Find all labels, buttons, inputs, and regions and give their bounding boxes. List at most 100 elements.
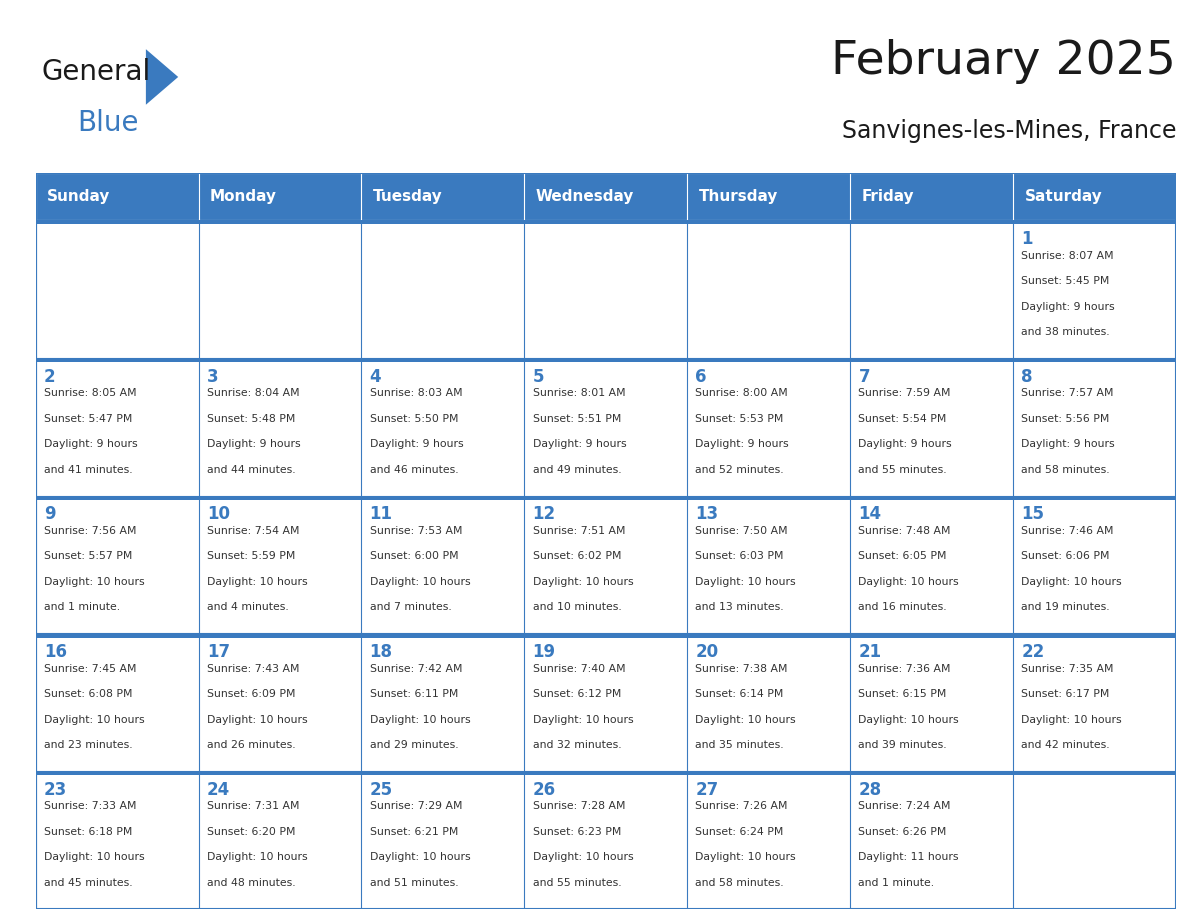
Text: Sunset: 6:03 PM: Sunset: 6:03 PM bbox=[695, 552, 784, 562]
Text: Sunrise: 7:59 AM: Sunrise: 7:59 AM bbox=[859, 388, 950, 398]
Text: Sunset: 5:59 PM: Sunset: 5:59 PM bbox=[207, 552, 295, 562]
Text: and 29 minutes.: and 29 minutes. bbox=[369, 740, 459, 750]
Text: Sunrise: 7:53 AM: Sunrise: 7:53 AM bbox=[369, 526, 462, 536]
Text: 19: 19 bbox=[532, 643, 556, 661]
Bar bbox=[688, 220, 851, 225]
Text: and 41 minutes.: and 41 minutes. bbox=[44, 465, 132, 475]
Text: Sanvignes-les-Mines, France: Sanvignes-les-Mines, France bbox=[841, 119, 1176, 143]
Bar bbox=[361, 358, 524, 362]
Bar bbox=[851, 633, 1013, 637]
Text: Sunset: 5:54 PM: Sunset: 5:54 PM bbox=[859, 414, 947, 424]
Text: 5: 5 bbox=[532, 368, 544, 386]
Text: Sunset: 6:21 PM: Sunset: 6:21 PM bbox=[369, 827, 459, 837]
Polygon shape bbox=[146, 50, 178, 105]
Text: 10: 10 bbox=[207, 505, 229, 523]
Text: Sunrise: 7:24 AM: Sunrise: 7:24 AM bbox=[859, 801, 950, 812]
Text: Sunset: 6:06 PM: Sunset: 6:06 PM bbox=[1022, 552, 1110, 562]
Text: Sunset: 6:23 PM: Sunset: 6:23 PM bbox=[532, 827, 621, 837]
Text: Daylight: 9 hours: Daylight: 9 hours bbox=[859, 440, 952, 449]
Bar bbox=[851, 220, 1013, 225]
Text: and 58 minutes.: and 58 minutes. bbox=[695, 878, 784, 888]
Text: and 39 minutes.: and 39 minutes. bbox=[859, 740, 947, 750]
Bar bbox=[1013, 771, 1176, 775]
Text: Sunday: Sunday bbox=[48, 189, 110, 204]
Text: Sunset: 6:00 PM: Sunset: 6:00 PM bbox=[369, 552, 459, 562]
Bar bbox=[1013, 633, 1176, 637]
Bar bbox=[524, 496, 688, 499]
Text: 24: 24 bbox=[207, 780, 230, 799]
Text: Daylight: 9 hours: Daylight: 9 hours bbox=[44, 440, 138, 449]
Text: General: General bbox=[42, 59, 151, 86]
Bar bbox=[198, 220, 361, 225]
Bar bbox=[198, 496, 361, 499]
Text: Sunset: 5:50 PM: Sunset: 5:50 PM bbox=[369, 414, 459, 424]
Text: Thursday: Thursday bbox=[699, 189, 778, 204]
Text: and 52 minutes.: and 52 minutes. bbox=[695, 465, 784, 475]
Text: 18: 18 bbox=[369, 643, 393, 661]
Text: Daylight: 10 hours: Daylight: 10 hours bbox=[1022, 714, 1121, 724]
Text: and 55 minutes.: and 55 minutes. bbox=[859, 465, 947, 475]
Text: 17: 17 bbox=[207, 643, 229, 661]
Bar bbox=[198, 358, 361, 362]
Bar bbox=[36, 771, 198, 775]
Text: and 1 minute.: and 1 minute. bbox=[859, 878, 935, 888]
Bar bbox=[1013, 220, 1176, 225]
Text: 21: 21 bbox=[859, 643, 881, 661]
Text: 15: 15 bbox=[1022, 505, 1044, 523]
Bar bbox=[524, 771, 688, 775]
Text: Saturday: Saturday bbox=[1024, 189, 1102, 204]
Text: 1: 1 bbox=[1022, 230, 1032, 248]
Text: Sunrise: 7:45 AM: Sunrise: 7:45 AM bbox=[44, 664, 137, 674]
Text: Blue: Blue bbox=[77, 109, 139, 137]
Text: and 42 minutes.: and 42 minutes. bbox=[1022, 740, 1110, 750]
Bar bbox=[1013, 496, 1176, 499]
Text: 26: 26 bbox=[532, 780, 556, 799]
Text: Sunrise: 8:04 AM: Sunrise: 8:04 AM bbox=[207, 388, 299, 398]
Text: Daylight: 10 hours: Daylight: 10 hours bbox=[369, 714, 470, 724]
Text: Sunrise: 7:48 AM: Sunrise: 7:48 AM bbox=[859, 526, 950, 536]
Text: and 48 minutes.: and 48 minutes. bbox=[207, 878, 296, 888]
Bar bbox=[688, 496, 851, 499]
Text: Sunset: 6:24 PM: Sunset: 6:24 PM bbox=[695, 827, 784, 837]
Text: Daylight: 10 hours: Daylight: 10 hours bbox=[207, 714, 308, 724]
Text: Sunrise: 8:01 AM: Sunrise: 8:01 AM bbox=[532, 388, 625, 398]
Bar bbox=[851, 771, 1013, 775]
Text: Daylight: 10 hours: Daylight: 10 hours bbox=[859, 714, 959, 724]
Text: Sunset: 6:09 PM: Sunset: 6:09 PM bbox=[207, 689, 295, 700]
Text: Sunset: 6:11 PM: Sunset: 6:11 PM bbox=[369, 689, 459, 700]
Text: 14: 14 bbox=[859, 505, 881, 523]
Bar bbox=[851, 358, 1013, 362]
Text: February 2025: February 2025 bbox=[832, 39, 1176, 84]
Text: Sunrise: 7:54 AM: Sunrise: 7:54 AM bbox=[207, 526, 299, 536]
Text: and 44 minutes.: and 44 minutes. bbox=[207, 465, 296, 475]
Text: Sunrise: 8:05 AM: Sunrise: 8:05 AM bbox=[44, 388, 137, 398]
Text: Sunrise: 7:46 AM: Sunrise: 7:46 AM bbox=[1022, 526, 1114, 536]
Text: Daylight: 9 hours: Daylight: 9 hours bbox=[695, 440, 789, 449]
Text: 16: 16 bbox=[44, 643, 67, 661]
Text: Sunset: 6:18 PM: Sunset: 6:18 PM bbox=[44, 827, 132, 837]
Text: Daylight: 10 hours: Daylight: 10 hours bbox=[44, 852, 145, 862]
Text: 25: 25 bbox=[369, 780, 393, 799]
Text: Sunrise: 7:56 AM: Sunrise: 7:56 AM bbox=[44, 526, 137, 536]
Bar bbox=[36, 220, 198, 225]
Text: Sunset: 6:26 PM: Sunset: 6:26 PM bbox=[859, 827, 947, 837]
Text: and 45 minutes.: and 45 minutes. bbox=[44, 878, 132, 888]
Text: Sunrise: 8:00 AM: Sunrise: 8:00 AM bbox=[695, 388, 789, 398]
Text: Sunrise: 7:51 AM: Sunrise: 7:51 AM bbox=[532, 526, 625, 536]
Text: and 13 minutes.: and 13 minutes. bbox=[695, 602, 784, 612]
Text: and 35 minutes.: and 35 minutes. bbox=[695, 740, 784, 750]
Bar bbox=[1013, 358, 1176, 362]
Text: 13: 13 bbox=[695, 505, 719, 523]
Text: 20: 20 bbox=[695, 643, 719, 661]
Text: Wednesday: Wednesday bbox=[536, 189, 634, 204]
Bar bbox=[524, 220, 688, 225]
Text: Daylight: 10 hours: Daylight: 10 hours bbox=[695, 577, 796, 587]
Bar bbox=[524, 633, 688, 637]
Text: and 58 minutes.: and 58 minutes. bbox=[1022, 465, 1110, 475]
Text: Daylight: 9 hours: Daylight: 9 hours bbox=[1022, 301, 1116, 311]
Text: Tuesday: Tuesday bbox=[373, 189, 443, 204]
Text: and 32 minutes.: and 32 minutes. bbox=[532, 740, 621, 750]
Bar bbox=[198, 633, 361, 637]
Text: Daylight: 10 hours: Daylight: 10 hours bbox=[532, 852, 633, 862]
Text: Sunset: 6:08 PM: Sunset: 6:08 PM bbox=[44, 689, 132, 700]
